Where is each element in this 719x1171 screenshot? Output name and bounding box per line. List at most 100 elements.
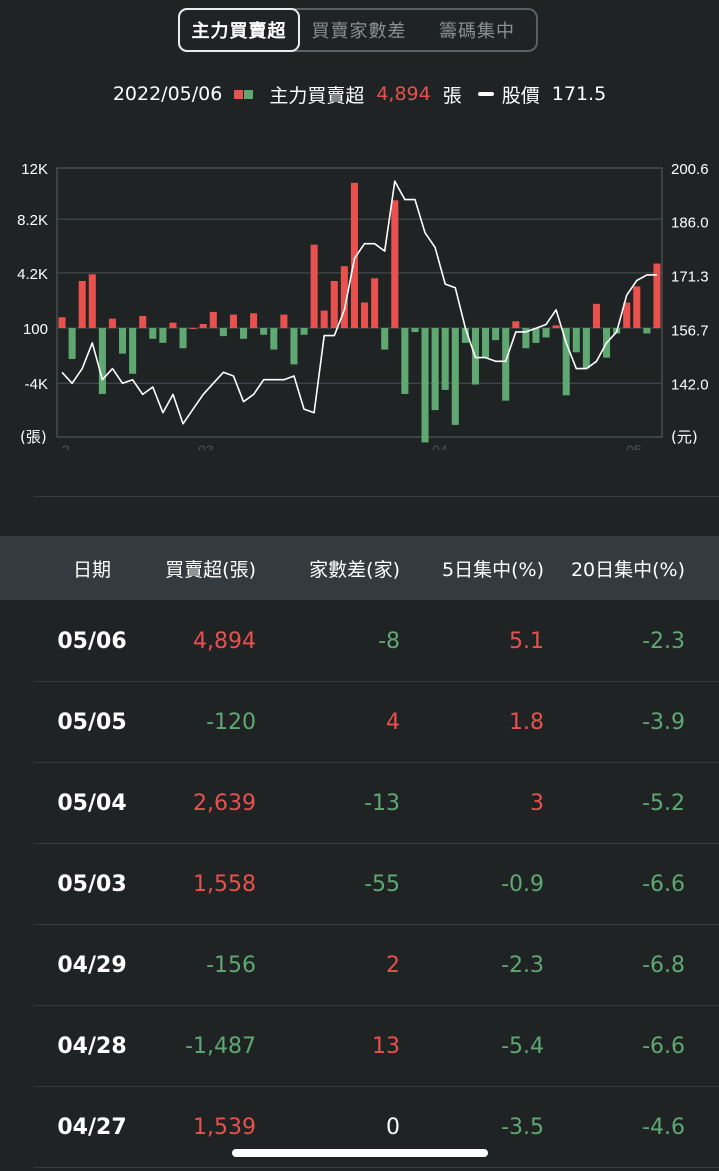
table-row[interactable]: 04/29 -156 2 -2.3 -6.8 [0,925,719,1006]
header-c5: 5日集中(%) [442,558,544,581]
plot-frame [56,167,663,438]
bar [88,274,96,329]
bar [350,182,358,329]
row-diff: 4 [386,710,400,735]
header-date: 日期 [72,558,111,581]
bar [562,328,570,396]
bar [159,328,167,343]
bar [240,328,248,339]
row-date: 05/04 [57,791,127,816]
bar [441,328,449,390]
bar [542,328,550,338]
row-net: -156 [206,953,256,978]
bar [209,311,217,329]
legend-bar-value: 4,894 [376,83,431,105]
bar [482,328,490,358]
right-axis-unit: (元) [671,428,698,446]
bar [643,328,651,334]
bar [381,328,389,350]
header-diff: 家數差(家) [309,558,400,581]
bar [129,328,137,374]
bar [653,263,661,329]
table-row[interactable]: 05/05 -120 4 1.8 -3.9 [0,682,719,763]
legend-date: 2022/05/06 [112,83,223,105]
row-date: 04/27 [57,1115,127,1140]
row-diff: 13 [372,1034,400,1059]
bar [592,303,600,329]
bar [522,328,530,349]
table-row[interactable]: 04/28 -1,487 13 -5.4 -6.6 [0,1006,719,1087]
row-net: -1,487 [185,1034,256,1059]
right-tick-label: 142.0 [671,376,709,393]
table-row[interactable]: 05/04 2,639 -13 3 -5.2 [0,763,719,844]
bar [270,328,278,350]
row-net: -120 [206,710,256,735]
row-net: 4,894 [193,629,256,654]
row-c20: -2.3 [642,629,685,654]
right-tick-label: 186.0 [671,215,709,232]
row-c5: 3 [530,791,544,816]
bar-swatch-icon [234,89,254,99]
bar [451,328,459,425]
bar [502,328,510,401]
row-diff: -8 [378,629,400,654]
bar [169,322,177,329]
row-c5: -5.4 [501,1034,544,1059]
row-c5: -3.5 [501,1115,544,1140]
bar [421,328,429,443]
row-diff: 2 [386,953,400,978]
bar [108,318,116,329]
x-tick-label: 04 [432,442,448,450]
legend-bar-unit: 張 [442,84,462,107]
bar [310,244,318,329]
bar [149,328,157,339]
table-row[interactable]: 04/27 1,539 0 -3.5 -4.6 [0,1087,719,1168]
bar [290,328,298,365]
row-diff: 0 [386,1115,400,1140]
left-tick-label: 12K [21,161,48,178]
bar [330,280,338,329]
chart-type-tabs: 主力買賣超 買賣家數差 籌碼集中 [178,8,538,52]
row-net: 1,539 [193,1115,256,1140]
bar [340,266,348,329]
tab-broker-diff[interactable]: 買賣家數差 [311,21,407,42]
row-c5: 1.8 [509,710,544,735]
bar [572,328,580,353]
legend-line-value: 171.5 [551,83,607,105]
bar [179,328,187,349]
bar [582,328,590,369]
tab-concentration[interactable]: 籌碼集中 [439,21,515,42]
left-tick-label: 4.2K [17,266,48,283]
chart-legend: 2022/05/06 主力買賣超 4,894 張 股價 171.5 [0,80,719,108]
table-row[interactable]: 05/03 1,558 -55 -0.9 -6.6 [0,844,719,925]
left-tick-label: -4K [25,376,48,393]
left-tick-label: 100 [23,321,48,338]
row-c5: -0.9 [501,872,544,897]
bar [623,302,631,329]
bar [300,328,308,335]
row-net: 2,639 [193,791,256,816]
tab-main-net[interactable]: 主力買賣超 [178,8,300,52]
table-row[interactable]: 05/06 4,894 -8 5.1 -2.3 [0,601,719,682]
bar [431,328,439,411]
bar [411,328,419,333]
x-tick-label: 05 [626,442,642,450]
divider [34,496,719,497]
bar [199,324,207,329]
row-c20: -6.6 [642,872,685,897]
bar [320,310,328,329]
header-net: 買賣超(張) [165,558,256,581]
row-date: 05/03 [57,872,127,897]
header-c20: 20日集中(%) [570,558,685,581]
main-force-chart[interactable]: 12K 8.2K 4.2K 100 -4K (張) 200.6 186.0 171.3 156.7… [0,150,719,450]
bar [280,314,288,329]
home-indicator[interactable] [232,1149,488,1157]
bar [68,328,76,359]
bar [78,280,86,329]
bar [98,328,106,394]
bar [512,321,520,329]
row-c5: -2.3 [501,953,544,978]
bar [633,286,641,329]
right-tick-label: 156.7 [671,322,709,339]
bar [250,313,258,329]
